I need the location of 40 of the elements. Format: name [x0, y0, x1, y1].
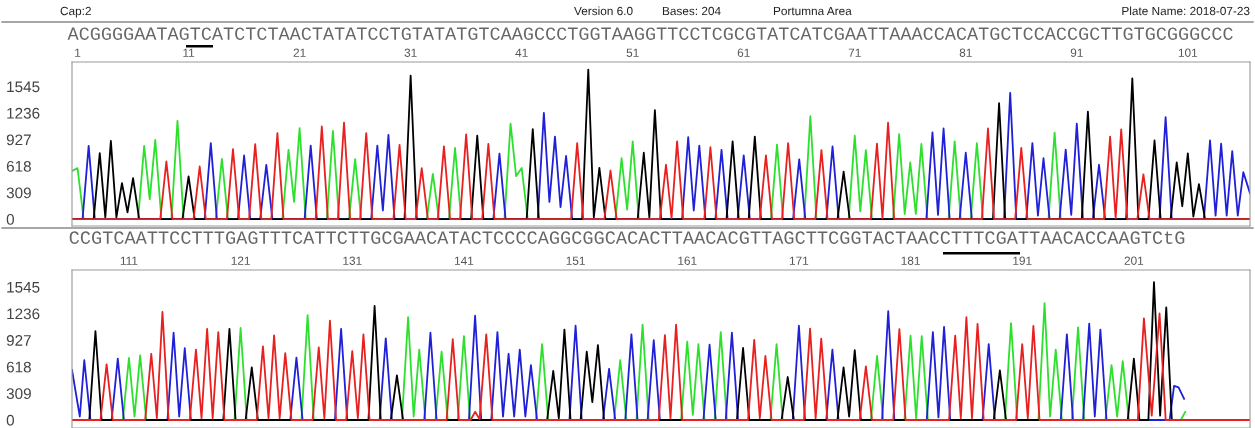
text: CCGTCAATTCCTTTGAGTTTCATTCTTGCGAACATACTCCCCAGGCGGCACACTTAACACGTTAGCTTCGGTACTAACCTTTCGATTAACACCAAGTCtG [69, 231, 1185, 244]
x-tick-label: 21 [293, 48, 306, 57]
x-tick-label: 71 [848, 48, 861, 57]
y-tick-label: 1545 [7, 81, 40, 93]
text: ACGGGGAATAGTCATCTCTAACTATATCCTGTATATGTCAAGCCCTGGTAAGGTTCCTCGCGTATCATCGAATTAAACCACATGCTCCACCGCTTGTGCGGGCCC [67, 27, 1233, 40]
y-tick-label: 927 [6, 134, 31, 146]
x-tick-label: 91 [1070, 48, 1083, 57]
x-tick-label: 51 [626, 48, 639, 57]
x-tick-label: 141 [454, 256, 474, 265]
x-tick-label: 161 [678, 256, 697, 265]
x-tick-label: 61 [737, 48, 750, 57]
x-tick-label: 181 [901, 256, 920, 265]
x-tick-label: 101 [1178, 48, 1198, 57]
x-tick-label: 151 [566, 256, 585, 265]
x-tick-label: 11 [183, 48, 195, 57]
x-tick-label: 41 [515, 48, 528, 57]
x-tick-label: 1 [75, 48, 81, 57]
y-tick-label: 309 [6, 388, 31, 400]
text: Portumna Area [773, 6, 852, 16]
x-tick-label: 191 [1013, 256, 1032, 265]
y-tick-label: 1545 [7, 281, 40, 293]
text: Plate Name: 2018-07-23 [1122, 6, 1250, 16]
text: Version 6.0 [574, 6, 633, 16]
y-tick-label: 618 [6, 160, 31, 172]
text: Cap:2 [60, 6, 91, 18]
x-tick-label: 131 [343, 256, 362, 265]
x-tick-label: 121 [231, 256, 250, 265]
y-tick-label: 309 [6, 187, 31, 199]
x-tick-label: 81 [959, 48, 972, 57]
x-tick-label: 111 [120, 256, 138, 265]
x-tick-label: 31 [404, 48, 417, 57]
y-tick-label: 927 [6, 335, 31, 346]
y-tick-label: 0 [6, 214, 15, 225]
x-tick-label: 171 [789, 256, 809, 265]
y-tick-label: 1236 [7, 107, 40, 119]
x-tick-label: 201 [1124, 256, 1144, 265]
y-tick-label: 1236 [7, 308, 40, 320]
text: Bases: 204 [662, 6, 721, 16]
y-tick-label: 0 [6, 414, 15, 426]
y-tick-label: 618 [6, 361, 31, 373]
